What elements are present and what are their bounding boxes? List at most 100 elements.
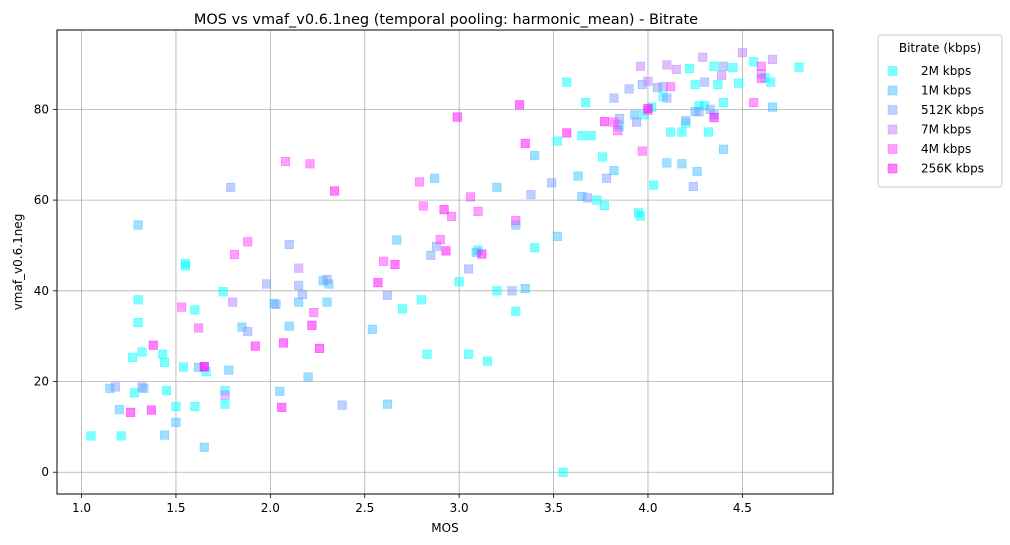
data-point xyxy=(511,306,521,316)
legend-marker xyxy=(887,66,898,76)
data-point xyxy=(250,341,260,351)
series-256k-kbps xyxy=(126,100,719,417)
data-point xyxy=(418,201,428,211)
data-point xyxy=(728,63,738,73)
data-point xyxy=(397,304,408,314)
data-point xyxy=(228,297,238,307)
data-point xyxy=(649,180,659,190)
data-point xyxy=(422,349,432,359)
data-point xyxy=(158,349,168,359)
data-point xyxy=(718,144,729,154)
data-point xyxy=(161,386,172,396)
data-point xyxy=(220,399,230,409)
data-point xyxy=(430,173,440,183)
data-point xyxy=(492,182,502,192)
data-point xyxy=(562,128,572,138)
chart-title: MOS vs vmaf_v0.6.1neg (temporal pooling:… xyxy=(194,12,698,28)
data-point xyxy=(392,235,402,245)
legend-entry: 4M kbps xyxy=(921,142,971,156)
data-point xyxy=(756,61,766,71)
data-point xyxy=(271,299,281,309)
data-point xyxy=(284,239,294,250)
data-point xyxy=(749,57,759,67)
series-1m-kbps xyxy=(105,102,778,452)
legend-entry: 1M kbps xyxy=(921,84,971,98)
data-point xyxy=(284,321,294,331)
data-point xyxy=(177,302,187,312)
x-tick-label: 1.5 xyxy=(166,501,185,515)
legend-marker xyxy=(887,163,898,174)
data-point xyxy=(573,171,583,181)
data-point xyxy=(199,442,209,452)
series-7m-kbps xyxy=(220,48,778,400)
data-point xyxy=(694,107,704,117)
data-point xyxy=(677,159,687,169)
data-point xyxy=(692,166,702,177)
data-point xyxy=(511,215,521,226)
data-point xyxy=(581,98,591,108)
y-tick-label: 80 xyxy=(34,102,49,116)
data-point xyxy=(133,220,143,230)
y-axis-label: vmaf_v0.6.1neg xyxy=(11,214,25,311)
data-point xyxy=(552,136,562,146)
legend-items: 2M kbps 1M kbps 512K kbps 7M kbps 4M kbps 256… xyxy=(887,64,984,176)
data-point xyxy=(698,52,708,62)
legend-marker xyxy=(887,105,898,115)
legend-entry: 7M kbps xyxy=(921,123,971,137)
data-point xyxy=(243,327,253,337)
x-axis-label: MOS xyxy=(431,521,458,535)
data-point xyxy=(148,340,158,350)
data-point xyxy=(367,324,377,334)
data-point xyxy=(677,127,687,137)
data-point xyxy=(277,402,287,412)
data-point xyxy=(133,295,143,305)
data-point xyxy=(137,347,147,357)
data-point xyxy=(635,211,645,221)
series-512k-kbps xyxy=(110,61,729,410)
data-point xyxy=(180,261,190,271)
data-point xyxy=(279,338,289,348)
data-point xyxy=(609,117,619,127)
data-point xyxy=(110,382,121,392)
data-point xyxy=(294,280,304,290)
data-point xyxy=(160,430,170,440)
data-point xyxy=(146,405,156,415)
data-point xyxy=(307,320,317,330)
data-point xyxy=(637,146,647,156)
data-point xyxy=(309,308,319,318)
data-point xyxy=(592,195,602,205)
data-point xyxy=(718,98,729,108)
data-point xyxy=(624,84,634,94)
data-point xyxy=(562,77,572,87)
x-tick-label: 1.0 xyxy=(72,501,91,515)
data-point xyxy=(86,431,96,441)
data-point xyxy=(609,93,619,103)
data-point xyxy=(690,79,700,89)
data-point xyxy=(294,297,304,307)
data-point xyxy=(116,431,126,441)
x-tick-label: 4.0 xyxy=(638,501,657,515)
data-point xyxy=(558,467,568,477)
data-point xyxy=(684,64,695,74)
data-point xyxy=(379,256,389,266)
legend-entry: 512K kbps xyxy=(921,103,984,117)
plot-area xyxy=(56,29,834,495)
data-point xyxy=(749,98,759,108)
data-point xyxy=(224,365,234,375)
data-point xyxy=(599,200,610,211)
series-2m-kbps xyxy=(86,57,804,477)
data-point xyxy=(709,112,719,123)
data-point xyxy=(520,138,530,148)
data-point xyxy=(294,263,304,273)
data-point xyxy=(414,177,425,187)
data-point xyxy=(717,70,727,80)
data-point xyxy=(435,234,445,245)
data-point xyxy=(447,211,457,221)
data-point xyxy=(171,401,181,412)
data-point xyxy=(666,82,676,92)
data-point xyxy=(526,190,536,200)
data-point xyxy=(635,61,645,71)
legend-marker xyxy=(887,85,898,96)
data-point xyxy=(662,60,672,70)
data-point xyxy=(322,274,332,285)
